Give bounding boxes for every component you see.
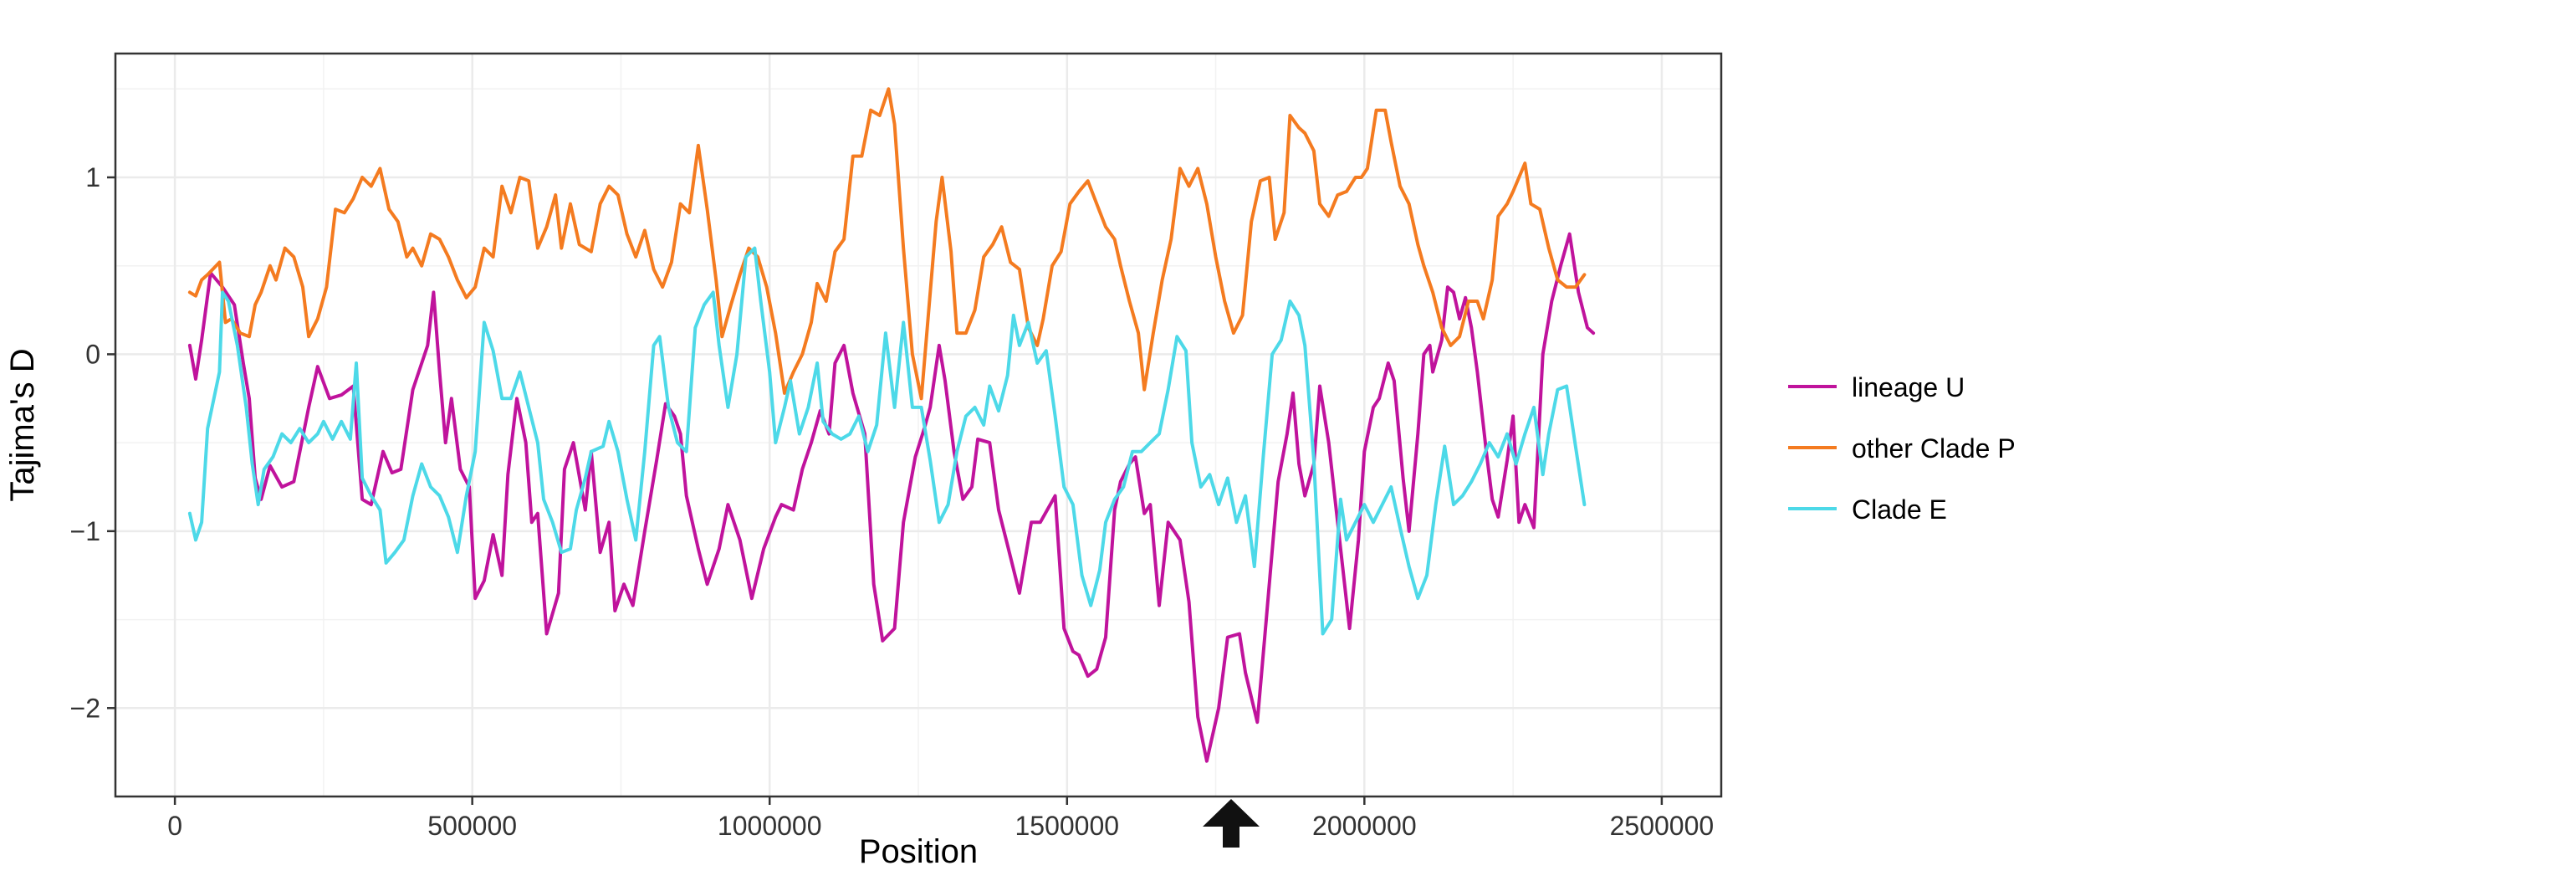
series-lines bbox=[187, 87, 1596, 763]
x-tick-label: 1500000 bbox=[1015, 811, 1119, 841]
legend-label-lineage-u: lineage U bbox=[1852, 372, 1965, 402]
x-tick-label: 2000000 bbox=[1312, 811, 1417, 841]
x-tick-label: 2500000 bbox=[1610, 811, 1715, 841]
axes: 0 500000 1000000 1500000 2000000 2500000 −2 −1 0… bbox=[70, 162, 1715, 841]
y-axis-title: Tajima's D bbox=[4, 348, 41, 501]
x-axis-title: Position bbox=[859, 833, 978, 870]
y-tick-label: 1 bbox=[85, 162, 100, 192]
legend-label-clade-e: Clade E bbox=[1852, 494, 1947, 525]
legend-label-other-clade-p: other Clade P bbox=[1852, 433, 2016, 464]
x-tick-label: 500000 bbox=[427, 811, 517, 841]
x-tick-label: 0 bbox=[167, 811, 182, 841]
y-tick-label: 0 bbox=[85, 339, 100, 369]
series-line-clade-e bbox=[187, 246, 1587, 636]
plot-panel-border bbox=[114, 52, 1723, 798]
arrow-up-icon bbox=[1203, 799, 1260, 848]
y-tick-label: −1 bbox=[70, 516, 100, 546]
y-tick-label: −2 bbox=[70, 693, 100, 723]
series-line-lineage-u bbox=[187, 232, 1596, 763]
x-tick-label: 1000000 bbox=[718, 811, 822, 841]
legend: lineage U other Clade P Clade E bbox=[1788, 372, 2016, 525]
series-line-other-clade-p bbox=[187, 87, 1587, 401]
